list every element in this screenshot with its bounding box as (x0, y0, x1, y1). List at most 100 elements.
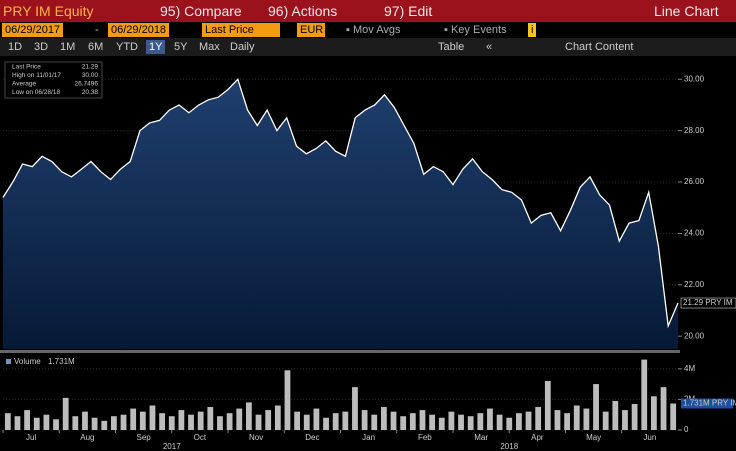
volume-bar (217, 416, 223, 430)
x-tick-label: Mar (474, 433, 488, 442)
year-label: 2018 (500, 442, 518, 451)
stat-label: Last Price (12, 64, 41, 71)
volume-bar (149, 405, 156, 430)
x-tick-label: Apr (531, 433, 544, 442)
period[interactable]: 1M (60, 41, 76, 53)
volume-bar (631, 403, 638, 430)
y-tick-label: 22.00 (684, 280, 705, 289)
volume-bar (284, 370, 291, 430)
option[interactable]: ▪ Mov Avgs (346, 24, 401, 36)
x-tick-label: May (586, 433, 601, 442)
volume-bar (111, 416, 117, 430)
x-tick-label: Aug (80, 433, 94, 442)
menu-item[interactable]: 97) Edit (384, 3, 433, 19)
stat-label: Low on 06/28/18 (12, 89, 60, 96)
volume-bar (294, 411, 300, 430)
volume-bar (188, 414, 194, 430)
chart-content[interactable]: Chart Content (565, 41, 634, 53)
volume-bar (139, 411, 146, 430)
stat-label: Average (12, 81, 36, 88)
volume-bar (612, 400, 619, 430)
volume-bar (593, 384, 599, 430)
volume-bar (82, 411, 88, 430)
dash: - (95, 24, 99, 36)
volume-bar (544, 381, 551, 430)
volume-bar (573, 405, 580, 430)
x-tick-label: Oct (194, 433, 207, 442)
x-tick-label: Feb (418, 433, 432, 442)
volume-bar (168, 416, 175, 430)
menu-item[interactable]: 96) Actions (268, 3, 338, 19)
y-tick-label: 30.00 (684, 74, 705, 83)
volume-bar (4, 413, 11, 430)
stat-value: 20.38 (82, 89, 99, 96)
frequency[interactable]: Daily (230, 41, 255, 53)
volume-bar (352, 387, 358, 430)
period[interactable]: 5Y (174, 41, 188, 53)
info-icon[interactable]: i (528, 23, 537, 37)
y-tick-label: 26.00 (684, 177, 705, 186)
legend-name: Volume (14, 357, 41, 366)
legend-swatch (6, 359, 11, 364)
year-label: 2017 (163, 442, 181, 451)
volume-bar (323, 417, 329, 430)
volume-bar (14, 416, 21, 430)
volume-bar (207, 407, 214, 430)
volume-bar (496, 414, 503, 430)
period[interactable]: 3D (34, 41, 49, 53)
volume-bar (516, 413, 522, 430)
price-tag-box (680, 297, 736, 309)
volume-bar (583, 408, 590, 430)
currency-select[interactable]: EUR (297, 23, 325, 37)
volume-bar (448, 411, 455, 430)
volume-bar (525, 411, 532, 430)
legend-value: 1.731M (48, 357, 75, 366)
volume-bar (313, 408, 320, 430)
volume-bar (371, 414, 378, 430)
x-tick-label: Jun (643, 433, 656, 442)
volume-bar (24, 410, 30, 430)
volume-bar (487, 408, 493, 430)
volume-bar (400, 416, 407, 430)
y-tick-label: 28.00 (684, 126, 705, 135)
volume-bar (429, 414, 435, 430)
volume-bar (274, 405, 281, 430)
menu-item[interactable]: 95) Compare (160, 3, 242, 19)
field-select[interactable]: Last Price (202, 23, 280, 37)
end-date[interactable]: 06/29/2018 (108, 23, 170, 37)
volume-bar (390, 411, 397, 430)
option[interactable]: ▪ Key Events (444, 24, 507, 36)
price-area (3, 79, 678, 350)
stat-value: 30.00 (82, 72, 99, 79)
security[interactable]: PRY IM Equity (3, 3, 94, 19)
period[interactable]: Max (199, 41, 220, 53)
volume-bar (458, 414, 464, 430)
table-button[interactable]: Table (438, 41, 465, 53)
volume-bar (651, 396, 657, 430)
start-date[interactable]: 06/29/2017 (2, 23, 64, 37)
volume-bar (43, 414, 50, 430)
volume-bar (33, 417, 40, 430)
collapse-icon[interactable]: « (486, 41, 493, 53)
volume-bar (236, 408, 243, 430)
period[interactable]: 6M (88, 41, 104, 53)
price-tag: 1.731M PRY IM (683, 399, 736, 408)
x-tick-label: Jul (26, 433, 36, 442)
volume-bar (332, 413, 339, 430)
volume-bar (438, 417, 445, 430)
y-tick-label: 24.00 (684, 229, 705, 238)
volume-bar (622, 410, 628, 430)
panel-separator (0, 350, 680, 353)
volume-bar (660, 387, 667, 430)
stats-box (4, 61, 103, 99)
stat-value: 26.7496 (75, 81, 99, 88)
option-label: Key Events (450, 24, 507, 36)
period-active[interactable]: 1Y (146, 40, 166, 54)
period[interactable]: YTD (116, 41, 138, 53)
volume-bar (246, 402, 252, 430)
volume-bar (602, 411, 609, 430)
period[interactable]: 1D (8, 41, 23, 53)
volume-bar (409, 413, 416, 430)
